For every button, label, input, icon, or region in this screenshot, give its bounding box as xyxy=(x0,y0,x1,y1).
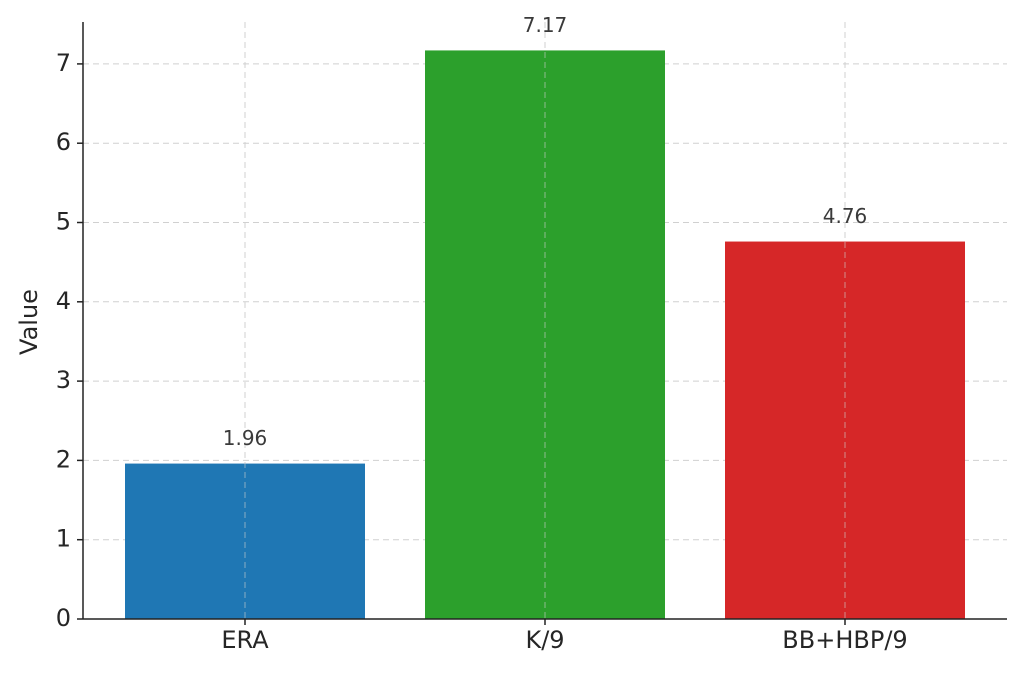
x-tick-label: ERA xyxy=(221,626,269,654)
value-label: 4.76 xyxy=(823,204,868,228)
y-tick-label: 6 xyxy=(56,128,71,156)
value-label: 7.17 xyxy=(523,13,568,37)
y-tick-label: 1 xyxy=(56,525,71,553)
y-tick-label: 5 xyxy=(56,208,71,236)
y-tick-label: 3 xyxy=(56,366,71,394)
x-tick-label: BB+HBP/9 xyxy=(782,626,907,654)
y-tick-label: 0 xyxy=(56,604,71,632)
x-tick-label: K/9 xyxy=(525,626,564,654)
y-axis-label: Value xyxy=(15,289,43,355)
y-tick-label: 7 xyxy=(56,49,71,77)
y-tick-label: 2 xyxy=(56,445,71,473)
value-label: 1.96 xyxy=(223,426,268,450)
y-tick-label: 4 xyxy=(56,287,71,315)
